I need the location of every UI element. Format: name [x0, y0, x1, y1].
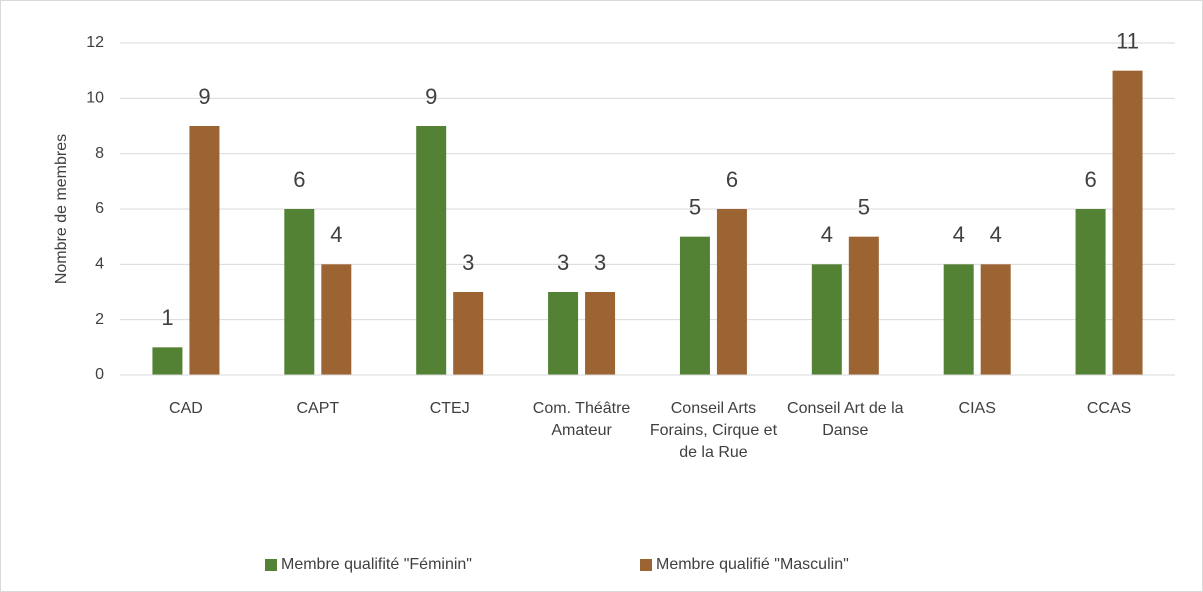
data-label: 6 — [293, 167, 305, 192]
bar — [1112, 70, 1143, 376]
data-label: 3 — [594, 250, 606, 275]
data-label: 6 — [1084, 167, 1096, 192]
bar — [943, 264, 974, 375]
y-tick-label: 12 — [86, 34, 104, 51]
data-label: 4 — [330, 222, 342, 247]
bar — [284, 209, 315, 375]
x-tick-label: CTEJ — [429, 400, 470, 417]
data-label: 3 — [557, 250, 569, 275]
bar — [189, 126, 220, 375]
data-label: 6 — [726, 167, 738, 192]
bar — [980, 264, 1011, 375]
data-label: 4 — [990, 222, 1002, 247]
data-label: 1 — [161, 305, 173, 330]
x-tick-label: Conseil Art de la Danse — [787, 400, 904, 439]
x-tick-label: Com. Théâtre Amateur — [532, 400, 631, 439]
bar — [811, 264, 842, 375]
bar — [416, 126, 447, 375]
data-label: 5 — [689, 194, 701, 219]
legend-swatch — [640, 559, 652, 571]
x-tick-label: CAD — [169, 400, 203, 417]
y-tick-label: 10 — [86, 90, 104, 107]
y-tick-label: 4 — [95, 256, 104, 273]
y-tick-label: 0 — [95, 366, 104, 383]
bar — [585, 292, 616, 375]
x-tick-label: CCAS — [1086, 400, 1132, 417]
bar — [1075, 209, 1106, 375]
data-label: 11 — [1116, 28, 1139, 53]
bar — [848, 236, 879, 375]
bar — [321, 264, 352, 375]
data-label: 5 — [858, 194, 870, 219]
data-label: 4 — [953, 222, 965, 247]
data-label: 9 — [198, 84, 210, 109]
y-tick-label: 8 — [95, 145, 104, 162]
x-tick-label: Conseil Arts Forains, Cirque et de la Ru… — [649, 400, 778, 461]
x-tick-label: CAPT — [296, 400, 340, 417]
x-tick-label: CIAS — [958, 400, 996, 417]
bar — [548, 292, 579, 375]
data-label: 4 — [821, 222, 833, 247]
y-axis-label: Nombre de membres — [53, 134, 70, 284]
legend-label: Membre qualifié "Masculin" — [656, 556, 849, 573]
y-tick-label: 2 — [95, 311, 104, 328]
data-label: 9 — [425, 84, 437, 109]
legend-swatch — [265, 559, 277, 571]
legend-label: Membre qualifité "Féminin" — [281, 556, 472, 573]
bar — [679, 236, 710, 375]
bar — [716, 209, 747, 375]
y-tick-label: 6 — [95, 200, 104, 217]
bar — [453, 292, 484, 375]
data-label: 3 — [462, 250, 474, 275]
bar — [152, 347, 183, 375]
